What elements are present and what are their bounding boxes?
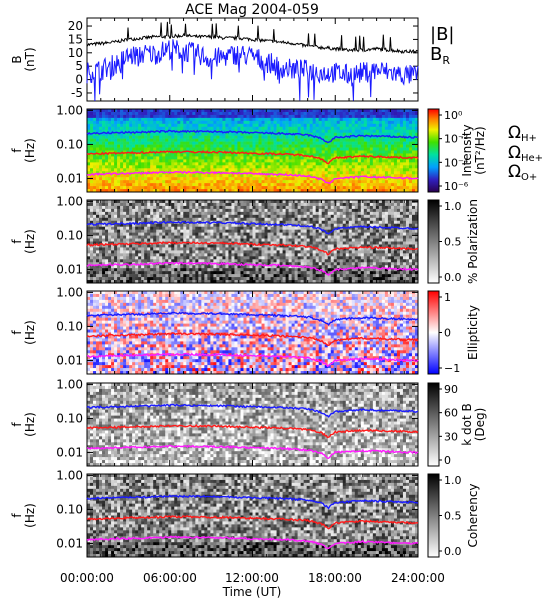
gyrofreq-line-he-plus [86,423,419,439]
panels: 20151050-5B(nT)1.000.100.01f(Hz)10⁰10⁻²1… [10,17,487,558]
y-tick-label: 0.01 [56,262,83,276]
colorbar-label: Coherency [466,483,480,547]
colorbar-coherency [427,473,440,558]
gyrofreq-line-o-plus [86,170,419,184]
y-tick-label: 0.01 [56,536,83,550]
y-tick-label: 0.10 [56,137,83,151]
x-tick-label-3: 18:00:00 [308,571,362,585]
colorbar-tick-label: 10⁻⁶ [444,180,469,193]
y-tick-label: 15 [68,32,83,46]
y-axis-label-3: f(Hz) [10,320,37,345]
colorbar-k-dot-b [427,382,440,467]
y-tick-label: 1.00 [56,194,83,208]
colorbar-tick-label: 0 [444,327,451,340]
gyrofreq-line-he-plus [86,150,419,165]
gyrofreq-line-he-plus [86,332,419,347]
y-tick-label: 0.01 [56,445,83,459]
b-total-legend: |B| [430,24,454,45]
panel-coherency: 1.00 0.10 0.01 f(Hz) 1.0 0.5 0.0 Coherency [10,468,480,558]
colorbar-label: Intensity(nT²/Hz) [460,124,487,176]
y-axis-label-5: f(Hz) [10,503,37,528]
gyrofrequency-legend: ΩH+ ΩHe+ ΩO+ [508,123,543,183]
colorbar-tick-label: 1.0 [444,474,462,487]
gyrofreq-line-h-plus [86,494,419,510]
gyrofreq-line-o-plus [86,535,419,549]
colorbar-tick-label: 10⁰ [444,109,463,122]
x-tick-label-2: 12:00:00 [225,571,279,585]
gyrofreq-line-he-plus [87,515,419,530]
series-line-b-radial [86,39,419,102]
x-tick-label-4: 24:00:00 [391,571,445,585]
gyrofreq-line-h-plus [86,403,419,418]
colorbar-ellipticity [427,290,440,375]
panel-frame [86,17,419,102]
y-axis-label-4: f(Hz) [10,412,37,437]
colorbar-tick-label: −1 [444,362,460,375]
omega-h-label: ΩH+ [508,123,537,144]
y-tick-label: 1.00 [56,103,83,117]
y-tick-label: 20 [68,19,83,33]
y-tick-label: 10 [68,46,83,60]
panel-ellipticity: 1.00 0.10 0.01 f(Hz) 1 0 −1 Ellipticity [10,285,480,375]
colorbar-tick-label: 10⁻² [444,133,468,146]
colorbar-label: k dot B(Deg) [460,403,487,445]
panel-k-dot-b: 1.00 0.10 0.01 f(Hz) 90 60 30 0 k dot B(Deg) [10,377,487,467]
x-axis-label: Time (UT) [222,585,282,599]
colorbar-tick-label: 60 [444,407,458,420]
colorbar-tick-label: 1.0 [444,200,462,213]
colorbar-intensity [427,108,440,193]
y-tick-label: 5 [75,59,83,73]
y-tick-label: 0 [75,73,83,87]
y-tick-label: 0.10 [56,228,83,242]
omega-he-label: ΩHe+ [508,143,543,164]
y-tick-label: -5 [71,86,83,100]
figure-title: ACE Mag 2004-059 [185,2,319,18]
y-tick-label: 0.01 [56,353,83,367]
y-tick-label: 0.01 [56,171,83,185]
y-tick-label: 0.10 [56,502,83,516]
y-tick-label: 0.10 [56,319,83,333]
y-tick-label: 1.00 [56,468,83,482]
y-axis-label-0: B(nT) [10,47,37,71]
x-axis: 00:00:00 06:00:00 12:00:00 18:00:00 24:0… [60,571,445,599]
colorbar-tick-label: 10⁻⁴ [444,156,469,169]
panel-intensity: 1.00 0.10 0.01 f(Hz) 10⁰ 10⁻² 10⁻⁴ 10⁻⁶ Intensit… [10,103,487,193]
b-legend: |B| BR [430,24,454,67]
y-axis-label-1: f(Hz) [10,138,37,163]
x-tick-label-0: 00:00:00 [60,571,114,585]
series-line-b-total [86,21,419,54]
y-axis-label-2: f(Hz) [10,229,37,254]
gyrofreq-line-o-plus [86,261,419,277]
gyrofreq-line-h-plus [86,129,419,144]
gyrofreq-line-h-plus [86,220,419,235]
colorbar-tick-label: 30 [444,430,458,443]
colorbar-tick-label: 0 [444,454,451,467]
colorbar-label: % Polarization [466,199,480,284]
b-radial-legend: BR [430,44,450,67]
y-tick-label: 1.00 [56,285,83,299]
colorbar-tick-label: 0.0 [444,271,462,284]
colorbar-tick-label: 0.5 [444,236,462,249]
colorbar-label: Ellipticity [466,305,480,360]
colorbar-tick-label: 1 [444,291,451,304]
gyrofreq-line-he-plus [86,240,419,256]
gyrofreq-line-o-plus [86,444,419,460]
panel-polarization: 1.00 0.10 0.01 f(Hz) 1.0 0.5 0.0 % Polarization [10,194,480,284]
colorbar-tick-label: 0.0 [444,545,462,558]
y-tick-label: 1.00 [56,377,83,391]
y-tick-label: 0.10 [56,411,83,425]
gyrofreq-line-h-plus [86,311,419,327]
colorbar-polarization [427,199,440,284]
x-tick-label-1: 06:00:00 [143,571,197,585]
omega-o-label: ΩO+ [508,162,537,183]
colorbar-tick-label: 0.5 [444,510,462,523]
gyrofreq-line-o-plus [86,352,419,368]
colorbar-tick-label: 90 [444,383,458,396]
